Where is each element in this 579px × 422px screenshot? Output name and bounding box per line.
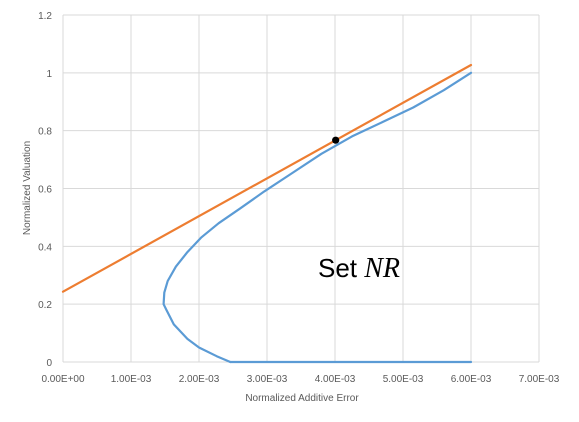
y-tick-label: 1 (46, 69, 52, 80)
data-point (332, 136, 340, 144)
x-tick-label: 6.00E-03 (451, 374, 492, 385)
x-axis-title: Normalized Additive Error (245, 393, 359, 404)
gridlines (62, 14, 540, 363)
y-tick-label: 0 (46, 358, 52, 369)
y-tick-label: 0.4 (38, 242, 52, 253)
plot-series (61, 63, 473, 364)
x-tick-label: 3.00E-03 (247, 374, 288, 385)
x-tick-label: 2.00E-03 (179, 374, 220, 385)
x-tick-label: 4.00E-03 (315, 374, 356, 385)
tick-labels: 0.00E+00 1.00E-03 2.00E-03 3.00E-03 4.00E-03… (38, 11, 560, 385)
y-tick-label: 0.2 (38, 300, 52, 311)
y-axis-title: Normalized Valuation (22, 141, 33, 235)
x-tick-label: 5.00E-03 (383, 374, 424, 385)
x-tick-label: 0.00E+00 (41, 374, 85, 385)
x-tick-label: 1.00E-03 (111, 374, 152, 385)
y-tick-label: 1.2 (38, 11, 52, 22)
annotation-math: NR (363, 253, 400, 284)
y-tick-label: 0.8 (38, 127, 52, 138)
series-line-0 (162, 71, 473, 364)
x-tick-label: 7.00E-03 (519, 374, 560, 385)
annotation-text: Set (318, 253, 364, 283)
y-tick-label: 0.6 (38, 185, 52, 196)
set-nr-annotation: Set NR (318, 253, 400, 284)
series-line-2 (61, 63, 473, 293)
